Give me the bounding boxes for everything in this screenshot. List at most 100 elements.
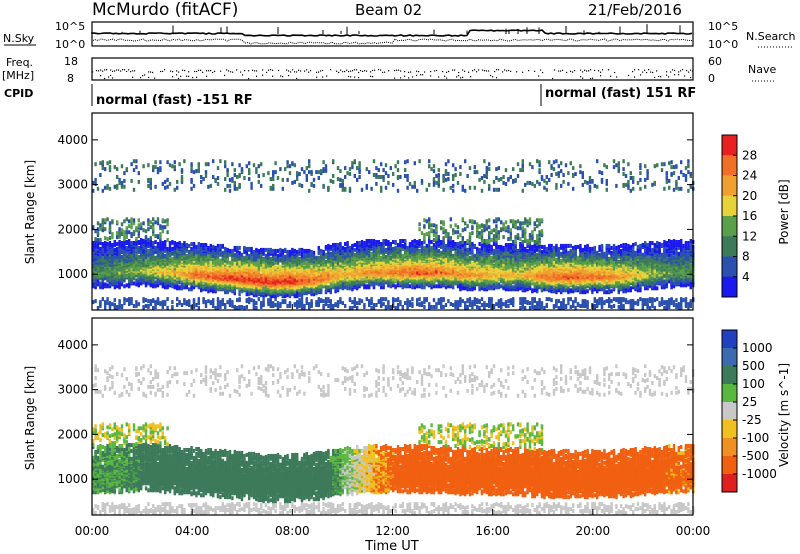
power-cell: [219, 159, 222, 164]
freq-point: [496, 69, 498, 71]
power-cell: [248, 300, 251, 305]
power-cell: [264, 253, 268, 258]
freq-point: [240, 71, 242, 73]
power-cell: [123, 178, 126, 183]
power-cell: [132, 263, 136, 268]
freq-point: [342, 71, 344, 73]
power-cell: [334, 259, 337, 264]
power-cell: [113, 165, 116, 170]
power-cell: [284, 247, 287, 252]
power-cell: [164, 240, 167, 244]
freq-point: [318, 71, 320, 73]
power-cell: [308, 170, 311, 175]
power-cell: [353, 159, 356, 164]
power-cell: [315, 170, 318, 175]
power-cell: [370, 242, 373, 246]
power-cell: [152, 306, 155, 310]
nave-point: [358, 77, 360, 79]
power-cell: [365, 284, 368, 289]
power-cell: [221, 298, 224, 303]
freq-point: [562, 69, 564, 71]
power-cell: [152, 284, 155, 289]
nave-point: [404, 75, 406, 77]
power-cell: [305, 260, 308, 265]
freq-point: [294, 71, 296, 73]
power-cell: [128, 239, 131, 243]
power-cell: [221, 284, 224, 289]
power-cell: [111, 281, 114, 286]
power-cell: [351, 300, 354, 305]
power-cell: [164, 300, 167, 305]
power-cell: [92, 180, 95, 185]
power-cell: [137, 254, 140, 259]
power-cell: [183, 246, 186, 251]
nave-point: [288, 74, 290, 77]
power-cell: [183, 241, 186, 245]
power-cell: [140, 226, 143, 231]
power-cell: [108, 276, 112, 281]
power-cell: [152, 222, 155, 227]
power-cell: [219, 258, 222, 263]
power-cell: [296, 252, 299, 257]
power-cell: [255, 170, 258, 175]
power-cell: [312, 254, 316, 259]
power-cell: [308, 188, 311, 193]
power-cell: [310, 181, 313, 186]
power-cell: [372, 303, 376, 307]
power-cell: [192, 170, 196, 175]
freq-point: [408, 71, 410, 73]
power-cell: [106, 217, 109, 222]
power-cell: [250, 246, 253, 251]
nave-point: [600, 75, 602, 77]
power-cell: [274, 251, 277, 256]
power-cell: [209, 252, 212, 257]
power-cell: [375, 243, 378, 247]
power-cell: [260, 301, 263, 306]
nave-point: [104, 77, 106, 80]
power-cell: [219, 252, 222, 257]
freq-point: [558, 70, 560, 72]
power-cell: [288, 164, 292, 169]
power-cell: [108, 241, 112, 245]
power-cell: [360, 299, 364, 304]
freq-point: [638, 69, 640, 71]
power-cell: [101, 218, 104, 223]
power-cell: [96, 306, 100, 310]
power-cell: [360, 268, 364, 273]
power-cell: [130, 232, 133, 237]
power-cell: [99, 173, 102, 177]
power-cell: [382, 302, 385, 307]
power-cell: [125, 298, 128, 303]
power-cell: [207, 245, 210, 250]
nave-point: [634, 76, 636, 78]
power-cell: [159, 160, 162, 165]
freq-tick-high: 18: [64, 55, 78, 68]
power-cell: [240, 252, 244, 257]
freq-point: [566, 71, 568, 74]
power-cell: [212, 244, 215, 249]
power-cell: [106, 297, 109, 302]
power-cell: [233, 183, 236, 188]
power-cell: [324, 168, 328, 173]
power-cell: [380, 285, 383, 290]
nsearch-label: N.Search: [746, 30, 796, 43]
power-cell: [324, 244, 328, 249]
power-cell: [324, 284, 328, 289]
power-cell: [382, 247, 385, 252]
power-cell: [111, 232, 114, 237]
power-cell: [219, 300, 222, 305]
power-cell: [324, 289, 328, 294]
power-cell: [130, 301, 133, 306]
power-cell: [108, 160, 112, 165]
power-cell: [231, 285, 234, 290]
power-cell: [104, 303, 107, 307]
power-cell: [375, 245, 378, 250]
power-cell: [262, 247, 265, 252]
power-cell: [137, 245, 140, 250]
freq-point: [488, 70, 490, 72]
power-cell: [228, 177, 232, 182]
freq-point: [288, 70, 290, 72]
power-cell: [236, 186, 239, 191]
power-cell: [312, 289, 316, 294]
power-cell: [267, 171, 270, 176]
